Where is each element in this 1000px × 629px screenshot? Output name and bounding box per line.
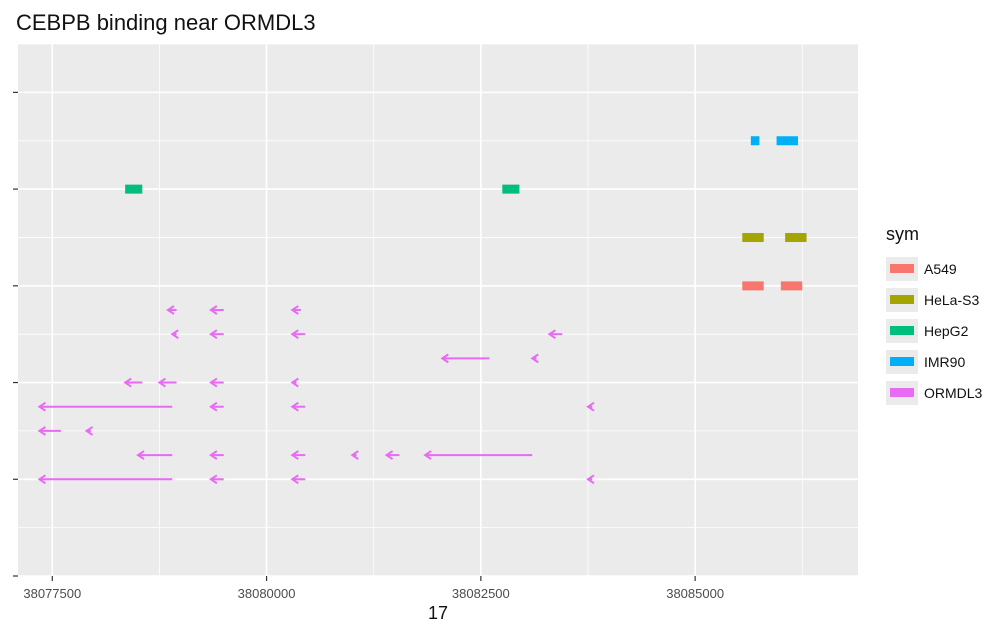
arrow-head xyxy=(290,377,299,388)
arrow-head xyxy=(166,305,175,315)
arrow-ormdl3 xyxy=(209,474,224,485)
arrow-ormdl3 xyxy=(290,377,299,388)
arrow-ormdl3 xyxy=(209,401,224,412)
arrow-head xyxy=(209,329,218,340)
arrow-ormdl3 xyxy=(123,377,143,388)
arrow-head xyxy=(290,450,299,460)
arrow-ormdl3 xyxy=(547,329,563,340)
arrow-ormdl3 xyxy=(209,450,224,460)
legend-title: sym xyxy=(886,224,919,244)
arrow-head xyxy=(290,401,299,412)
x-axis-label: 17 xyxy=(428,603,448,623)
arrow-head xyxy=(423,450,432,460)
chart-title: CEBPB binding near ORMDL3 xyxy=(16,10,316,35)
arrow-head xyxy=(37,474,46,485)
legend-swatch xyxy=(890,295,914,304)
arrow-head xyxy=(209,377,218,388)
legend-key xyxy=(886,318,918,343)
arrow-ormdl3 xyxy=(440,353,490,364)
axis-ticks: 38077500 38080000 38082500 38085000 xyxy=(13,91,724,601)
arrow-head xyxy=(37,426,46,436)
x-tick-label: 38085000 xyxy=(666,586,724,601)
legend-label: ORMDL3 xyxy=(924,384,983,401)
legend-label: HeLa-S3 xyxy=(924,291,980,308)
arrow-ormdl3 xyxy=(290,474,306,485)
arrow-ormdl3 xyxy=(170,329,179,340)
arrow-ormdl3 xyxy=(157,377,177,388)
arrow-head xyxy=(290,329,299,340)
arrow-head xyxy=(209,474,218,485)
arrow-head xyxy=(209,401,218,412)
arrow-ormdl3 xyxy=(350,450,359,460)
arrow-head xyxy=(290,305,299,315)
arrow-ormdl3 xyxy=(37,401,173,412)
arrow-ormdl3 xyxy=(423,450,533,460)
legend-key xyxy=(886,380,918,405)
arrow-head xyxy=(84,426,94,436)
x-tick-label: 38077500 xyxy=(23,586,81,601)
arrow-ormdl3 xyxy=(37,474,173,485)
arrow-head xyxy=(586,401,595,412)
arrow-ormdl3 xyxy=(37,426,61,436)
arrow-head xyxy=(440,353,449,364)
arrow-ormdl3 xyxy=(209,305,224,315)
legend-item: HepG2 xyxy=(886,315,982,346)
legend-item: A549 xyxy=(886,253,982,284)
arrow-head xyxy=(209,450,218,460)
legend-item: ORMDL3 xyxy=(886,377,982,408)
arrow-ormdl3 xyxy=(209,377,224,388)
legend-swatch xyxy=(890,264,914,273)
legend-label: HepG2 xyxy=(924,322,969,339)
legend-key xyxy=(886,256,918,281)
arrow-head xyxy=(586,474,595,485)
arrow-head xyxy=(170,329,179,340)
arrow-ormdl3 xyxy=(290,305,301,315)
legend-label: IMR90 xyxy=(924,353,966,370)
arrow-head xyxy=(384,450,394,460)
arrow-head xyxy=(136,450,145,460)
arrow-ormdl3 xyxy=(586,474,595,485)
arrow-ormdl3 xyxy=(586,401,595,412)
arrow-ormdl3 xyxy=(384,450,400,460)
arrow-head xyxy=(350,450,359,460)
arrow-ormdl3 xyxy=(209,329,224,340)
legend-swatch xyxy=(890,357,914,366)
arrow-head xyxy=(37,401,46,412)
arrow-ormdl3 xyxy=(290,329,306,340)
arrow-head xyxy=(209,305,218,315)
arrow-head xyxy=(530,353,539,364)
legend-swatch xyxy=(890,326,914,335)
legend-key xyxy=(886,287,918,312)
x-tick-label: 38082500 xyxy=(452,586,510,601)
legend-key xyxy=(886,349,918,374)
arrow-ormdl3 xyxy=(290,450,306,460)
legend-item: HeLa-S3 xyxy=(886,284,982,315)
legend-swatch xyxy=(890,388,914,397)
arrow-head xyxy=(157,377,166,388)
plot-panel xyxy=(18,44,858,576)
legend-items: A549 HeLa-S3 HepG2 IMR90 ORMDL3 xyxy=(886,253,982,408)
arrow-ormdl3 xyxy=(290,401,306,412)
legend-label: A549 xyxy=(924,260,957,277)
arrow-ormdl3 xyxy=(530,353,539,364)
arrow-ormdl3 xyxy=(136,450,173,460)
arrow-head xyxy=(547,329,556,340)
data-marks xyxy=(37,136,807,485)
x-tick-label: 38080000 xyxy=(238,586,296,601)
arrow-head xyxy=(123,377,132,388)
legend: sym A549 HeLa-S3 HepG2 IMR90 ORMDL3 xyxy=(886,224,982,408)
arrow-ormdl3 xyxy=(166,305,177,315)
arrow-head xyxy=(290,474,299,485)
arrow-ormdl3 xyxy=(84,426,94,436)
legend-item: IMR90 xyxy=(886,346,982,377)
